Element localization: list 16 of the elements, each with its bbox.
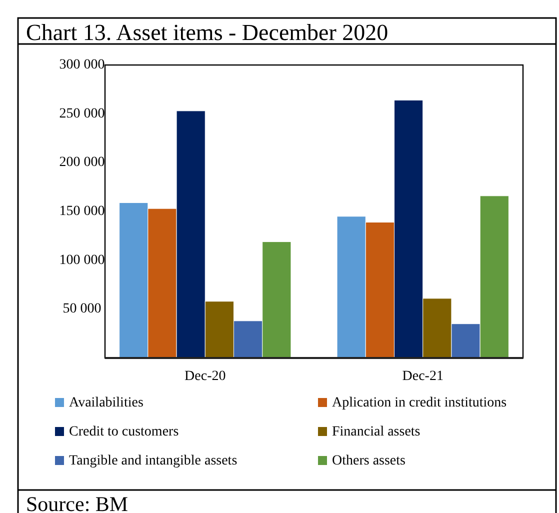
y-tick-label: 150 000 <box>59 204 105 219</box>
legend-label: Others assets <box>332 454 406 468</box>
y-tick-label: 100 000 <box>59 252 105 268</box>
x-tick-label: Dec-21 <box>402 369 444 384</box>
source-note: Source: BM <box>26 492 128 513</box>
y-tick-label: 250 000 <box>59 106 105 122</box>
legend-label: Financial assets <box>332 424 420 440</box>
y-tick-label: 50 000 <box>62 302 102 317</box>
legend-label: Credit to customers <box>69 424 179 440</box>
y-tick-label: 300 000 <box>59 58 105 72</box>
legend-label: Aplication in credit institutions <box>332 396 507 410</box>
legend-label: Tangible and intangible assets <box>69 454 238 468</box>
chart-title: Chart 13. Asset items - December 2020 <box>26 20 388 45</box>
legend-label: Availabilities <box>69 396 144 410</box>
x-tick-label: Dec-20 <box>184 369 226 384</box>
y-tick-label: 200 000 <box>59 155 105 170</box>
